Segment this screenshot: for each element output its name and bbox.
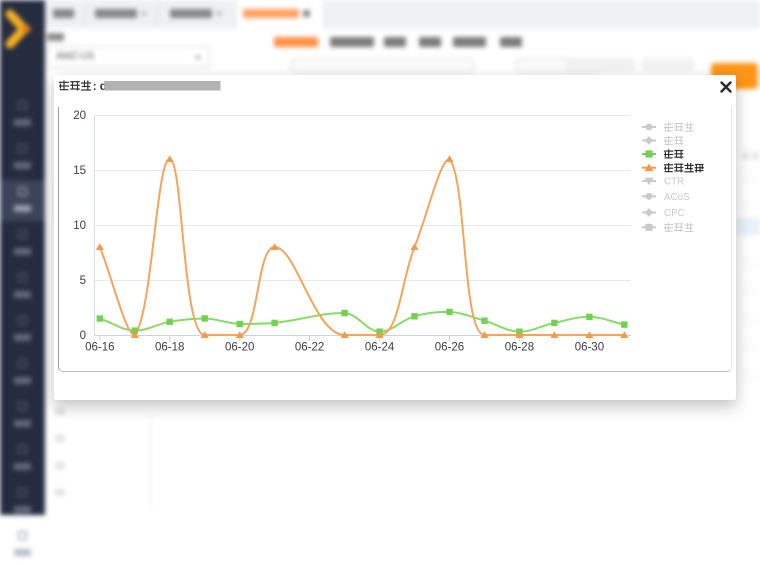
svg-text:CPC: CPC (664, 208, 685, 219)
svg-text:CTR: CTR (664, 177, 684, 188)
svg-text:06-18: 06-18 (155, 342, 184, 354)
svg-text:06-20: 06-20 (225, 342, 254, 354)
svg-text:06-16: 06-16 (85, 342, 114, 354)
svg-text:06-24: 06-24 (365, 342, 395, 354)
svg-text:06-30: 06-30 (575, 342, 604, 354)
svg-text:5: 5 (80, 275, 86, 287)
svg-text:06-26: 06-26 (435, 342, 464, 354)
svg-text:20: 20 (73, 110, 86, 122)
svg-text:: d: : d (90, 81, 107, 93)
svg-text:ACoS: ACoS (664, 192, 690, 203)
svg-text:0: 0 (80, 330, 86, 342)
svg-text:06-28: 06-28 (505, 342, 534, 354)
svg-text:15: 15 (73, 165, 86, 177)
svg-text:06-22: 06-22 (295, 342, 324, 354)
svg-text:10: 10 (73, 220, 86, 232)
